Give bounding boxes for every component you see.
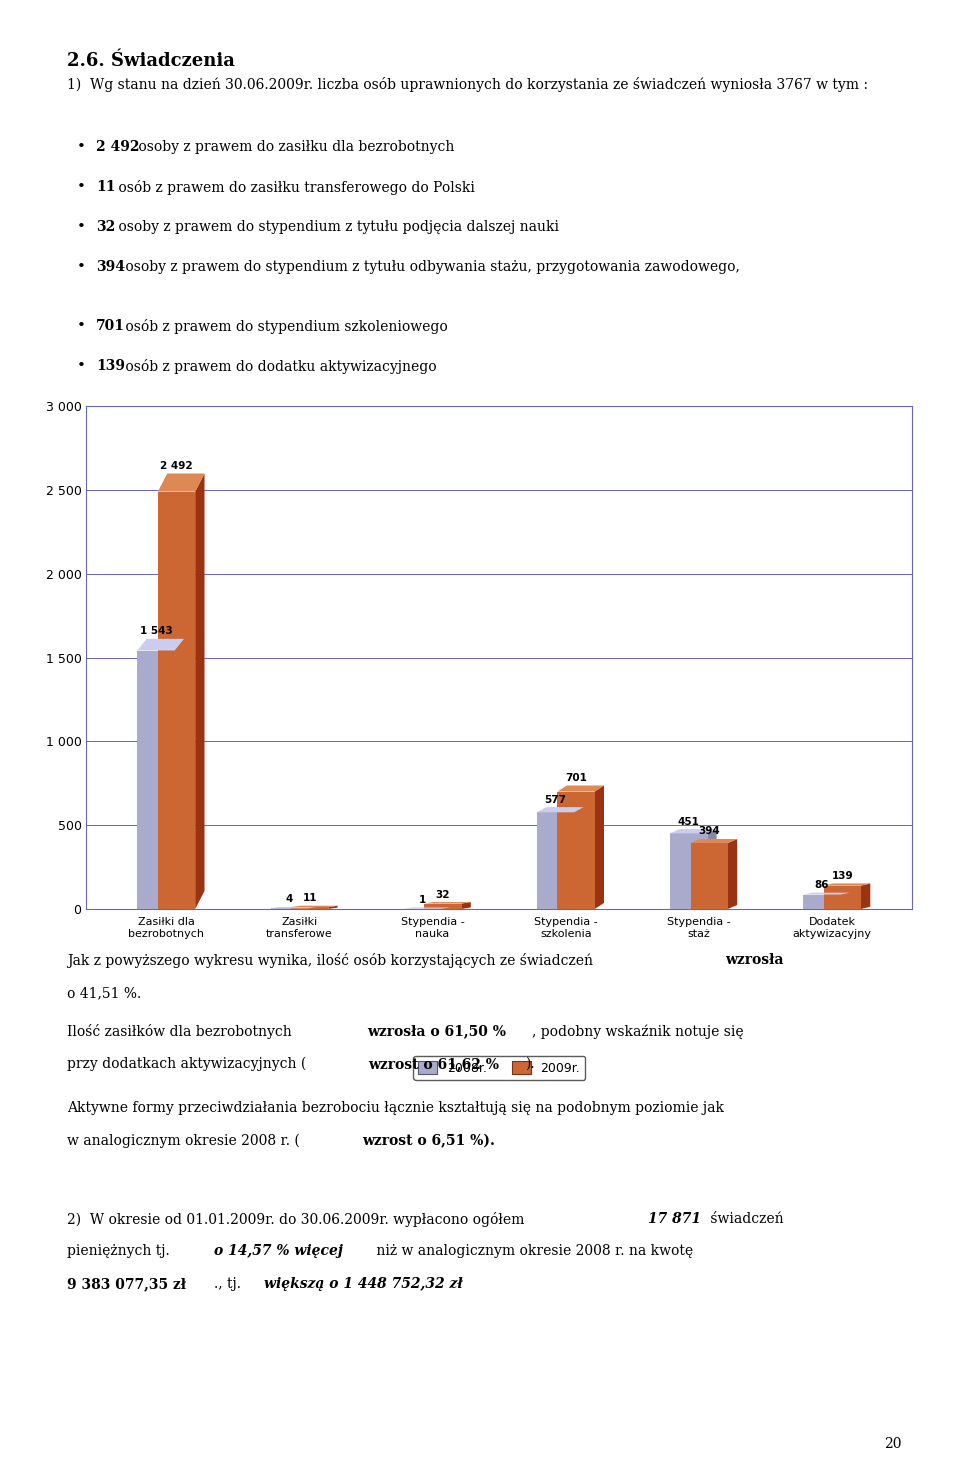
Text: •: • [77,260,85,273]
Text: 9 383 077,35 zł: 9 383 077,35 zł [67,1277,186,1290]
Polygon shape [708,829,717,909]
Polygon shape [670,829,717,834]
Polygon shape [291,907,328,909]
Polygon shape [558,785,604,792]
Polygon shape [824,884,871,885]
Text: osób z prawem do dodatku aktywizacyjnego: osób z prawem do dodatku aktywizacyjnego [121,359,437,374]
Polygon shape [804,893,850,894]
Text: ).: ). [525,1057,535,1070]
Text: o 14,57 % więcej: o 14,57 % więcej [214,1244,343,1258]
Text: 451: 451 [678,816,700,826]
Text: 139: 139 [96,359,125,372]
Polygon shape [537,813,574,909]
Text: •: • [77,359,85,372]
Text: osób z prawem do zasiłku transferowego do Polski: osób z prawem do zasiłku transferowego d… [114,180,475,195]
Polygon shape [328,906,338,909]
Text: 86: 86 [815,879,829,890]
Legend: 2008r., 2009r.: 2008r., 2009r. [413,1055,586,1079]
Polygon shape [195,473,204,909]
Text: osoby z prawem do stypendium z tytułu odbywania stażu, przygotowania zawodowego,: osoby z prawem do stypendium z tytułu od… [121,260,740,273]
Polygon shape [308,907,317,909]
Text: pieniężnych tj.: pieniężnych tj. [67,1244,175,1258]
Text: przy dodatkach aktywizacyjnych (: przy dodatkach aktywizacyjnych ( [67,1057,306,1072]
Text: •: • [77,319,85,333]
Text: 394: 394 [698,826,720,837]
Text: 2 492: 2 492 [160,461,193,471]
Text: 394: 394 [96,260,125,273]
Text: •: • [77,220,85,234]
Text: w analogicznym okresie 2008 r. (: w analogicznym okresie 2008 r. ( [67,1134,300,1148]
Text: osoby z prawem do zasiłku dla bezrobotnych: osoby z prawem do zasiłku dla bezrobotny… [134,140,455,154]
Text: Jak z powyższego wykresu wynika, ilość osób korzystających ze świadczeń: Jak z powyższego wykresu wynika, ilość o… [67,953,597,968]
Text: 139: 139 [831,871,853,881]
Text: Aktywne formy przeciwdziałania bezrobociu łącznie kształtują się na podobnym poz: Aktywne formy przeciwdziałania bezroboci… [67,1101,724,1114]
Text: większą o 1 448 752,32 zł: większą o 1 448 752,32 zł [264,1277,463,1290]
Polygon shape [728,840,737,909]
Polygon shape [157,492,195,909]
Polygon shape [594,785,604,909]
Text: 2.6. Świadczenia: 2.6. Świadczenia [67,52,235,69]
Polygon shape [424,903,462,909]
Text: 1: 1 [419,896,426,905]
Text: 32: 32 [96,220,115,234]
Text: osób z prawem do stypendium szkoleniowego: osób z prawem do stypendium szkolenioweg… [121,319,447,334]
Text: 17 871: 17 871 [648,1212,701,1225]
Polygon shape [137,650,175,909]
Polygon shape [574,807,584,909]
Text: , podobny wskaźnik notuje się: , podobny wskaźnik notuje się [532,1024,743,1039]
Text: 1)  Wg stanu na dzień 30.06.2009r. liczba osób uprawnionych do korzystania ze św: 1) Wg stanu na dzień 30.06.2009r. liczba… [67,77,868,92]
Polygon shape [824,885,861,909]
Polygon shape [157,473,204,492]
Polygon shape [690,842,728,909]
Polygon shape [804,894,841,909]
Text: 11: 11 [96,180,115,194]
Polygon shape [175,638,184,909]
Polygon shape [441,907,450,909]
Polygon shape [670,834,708,909]
Text: 701: 701 [565,773,587,783]
Polygon shape [424,902,470,903]
Text: Ilość zasiłków dla bezrobotnych: Ilość zasiłków dla bezrobotnych [67,1024,297,1039]
Text: ., tj.: ., tj. [214,1277,246,1290]
Text: 4: 4 [285,894,293,905]
Polygon shape [462,902,470,909]
Polygon shape [537,807,584,813]
Text: świadczeń: świadczeń [706,1212,783,1225]
Text: osoby z prawem do stypendium z tytułu podjęcia dalszej nauki: osoby z prawem do stypendium z tytułu po… [114,220,560,234]
Text: 577: 577 [544,795,566,804]
Text: 2)  W okresie od 01.01.2009r. do 30.06.2009r. wypłacono ogółem: 2) W okresie od 01.01.2009r. do 30.06.20… [67,1212,529,1227]
Polygon shape [558,792,594,909]
Polygon shape [690,840,737,842]
Text: wzrosła: wzrosła [725,953,783,967]
Text: •: • [77,180,85,194]
Text: wzrosła o 61,50 %: wzrosła o 61,50 % [367,1024,506,1038]
Polygon shape [137,638,184,650]
Text: •: • [77,140,85,154]
Text: 701: 701 [96,319,125,333]
Text: o 41,51 %.: o 41,51 %. [67,986,141,999]
Text: 32: 32 [436,890,450,900]
Text: 2 492: 2 492 [96,140,139,154]
Text: wzrost o 6,51 %).: wzrost o 6,51 %). [362,1134,494,1148]
Text: 20: 20 [884,1438,901,1451]
Polygon shape [841,893,850,909]
Polygon shape [861,884,871,909]
Text: wzrost o 61,62 %: wzrost o 61,62 % [368,1057,498,1070]
Text: 11: 11 [302,893,317,903]
Text: 1 543: 1 543 [139,627,173,637]
Text: niż w analogicznym okresie 2008 r. na kwotę: niż w analogicznym okresie 2008 r. na kw… [372,1244,694,1258]
